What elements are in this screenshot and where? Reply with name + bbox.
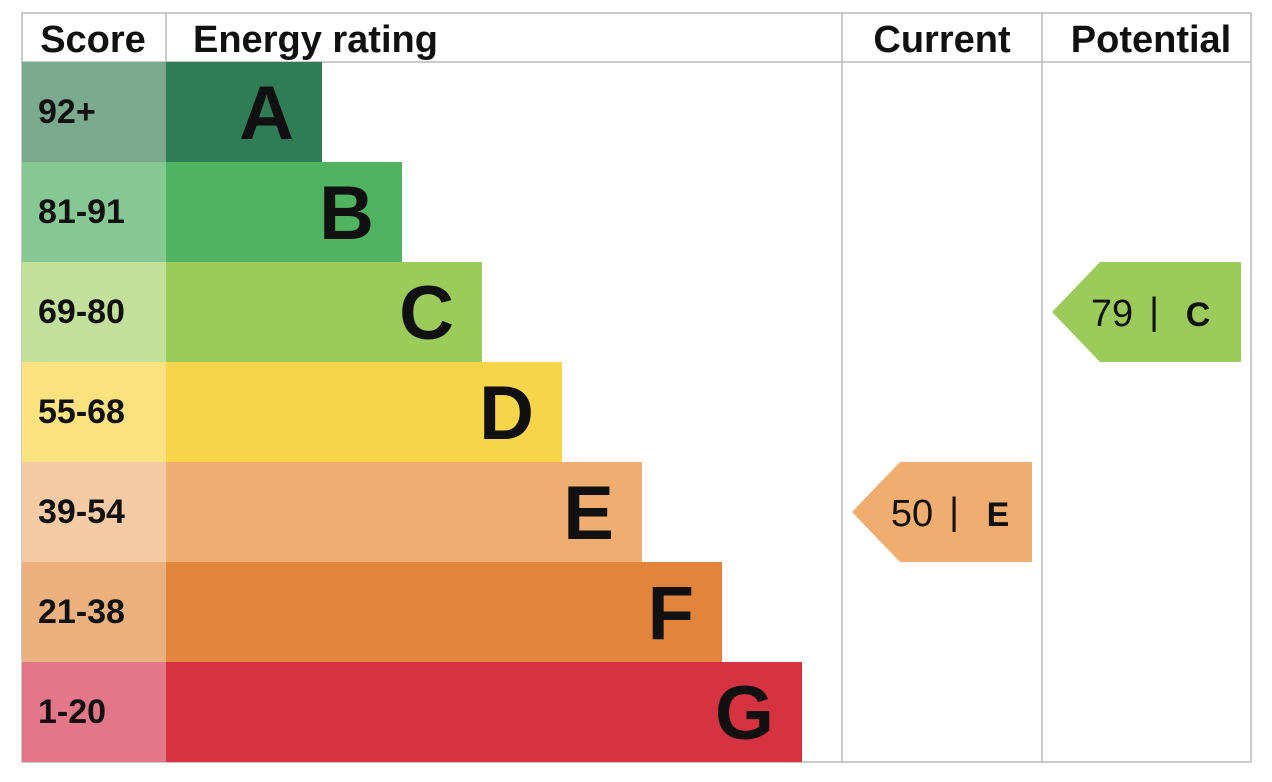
- current-rating-arrow: 50 | E: [852, 462, 1032, 562]
- rating-bands: 92+ A 81-91 B 69-80 C 55-68 D 39-54 E 21-38 F 1-20 G: [22, 62, 802, 762]
- score-cell-b: [22, 162, 166, 262]
- rating-letter-b: B: [319, 171, 374, 256]
- score-cell-e: [22, 462, 166, 562]
- score-cell-d: [22, 362, 166, 462]
- score-cell-f: [22, 562, 166, 662]
- rating-bar-g: [166, 662, 802, 762]
- potential-rating-arrow: 79 | C: [1052, 262, 1241, 362]
- score-label-b: 81-91: [38, 193, 125, 231]
- score-label-a: 92+: [38, 93, 96, 131]
- header-current: Current: [873, 19, 1011, 61]
- potential-letter: C: [1186, 296, 1211, 334]
- score-label-f: 21-38: [38, 593, 125, 631]
- score-label-d: 55-68: [38, 393, 125, 431]
- rating-bar-a: [166, 62, 322, 162]
- band-c: 69-80 C: [22, 262, 482, 362]
- rating-letter-c: C: [399, 271, 454, 356]
- score-label-g: 1-20: [38, 693, 106, 731]
- rating-letter-f: F: [648, 571, 694, 656]
- current-separator: |: [949, 491, 959, 533]
- rating-letter-g: G: [715, 671, 774, 756]
- band-d: 55-68 D: [22, 362, 562, 462]
- score-cell-a: [22, 62, 166, 162]
- rating-bar-b: [166, 162, 402, 262]
- rating-letter-d: D: [479, 371, 534, 456]
- band-f: 21-38 F: [22, 562, 722, 662]
- current-letter: E: [987, 496, 1010, 534]
- potential-separator: |: [1149, 291, 1159, 333]
- band-e: 39-54 E: [22, 462, 642, 562]
- score-cell-c: [22, 262, 166, 362]
- band-a: 92+ A: [22, 62, 322, 162]
- header-score: Score: [40, 19, 146, 61]
- rating-letter-a: A: [239, 71, 294, 156]
- score-label-c: 69-80: [38, 293, 125, 331]
- rating-bar-c: [166, 262, 482, 362]
- band-b: 81-91 B: [22, 162, 402, 262]
- score-label-e: 39-54: [38, 493, 125, 531]
- rating-letter-e: E: [563, 471, 614, 556]
- header-row: Score Energy rating Current Potential: [40, 19, 1231, 61]
- header-energy-rating: Energy rating: [193, 19, 438, 61]
- band-g: 1-20 G: [22, 662, 802, 762]
- rating-bar-d: [166, 362, 562, 462]
- rating-bar-e: [166, 462, 642, 562]
- potential-arrow-shape: [1052, 262, 1241, 362]
- current-arrow-shape: [852, 462, 1032, 562]
- score-cell-g: [22, 662, 166, 762]
- potential-value: 79: [1091, 293, 1133, 335]
- header-potential: Potential: [1071, 19, 1231, 61]
- current-value: 50: [891, 493, 933, 535]
- rating-bar-f: [166, 562, 722, 662]
